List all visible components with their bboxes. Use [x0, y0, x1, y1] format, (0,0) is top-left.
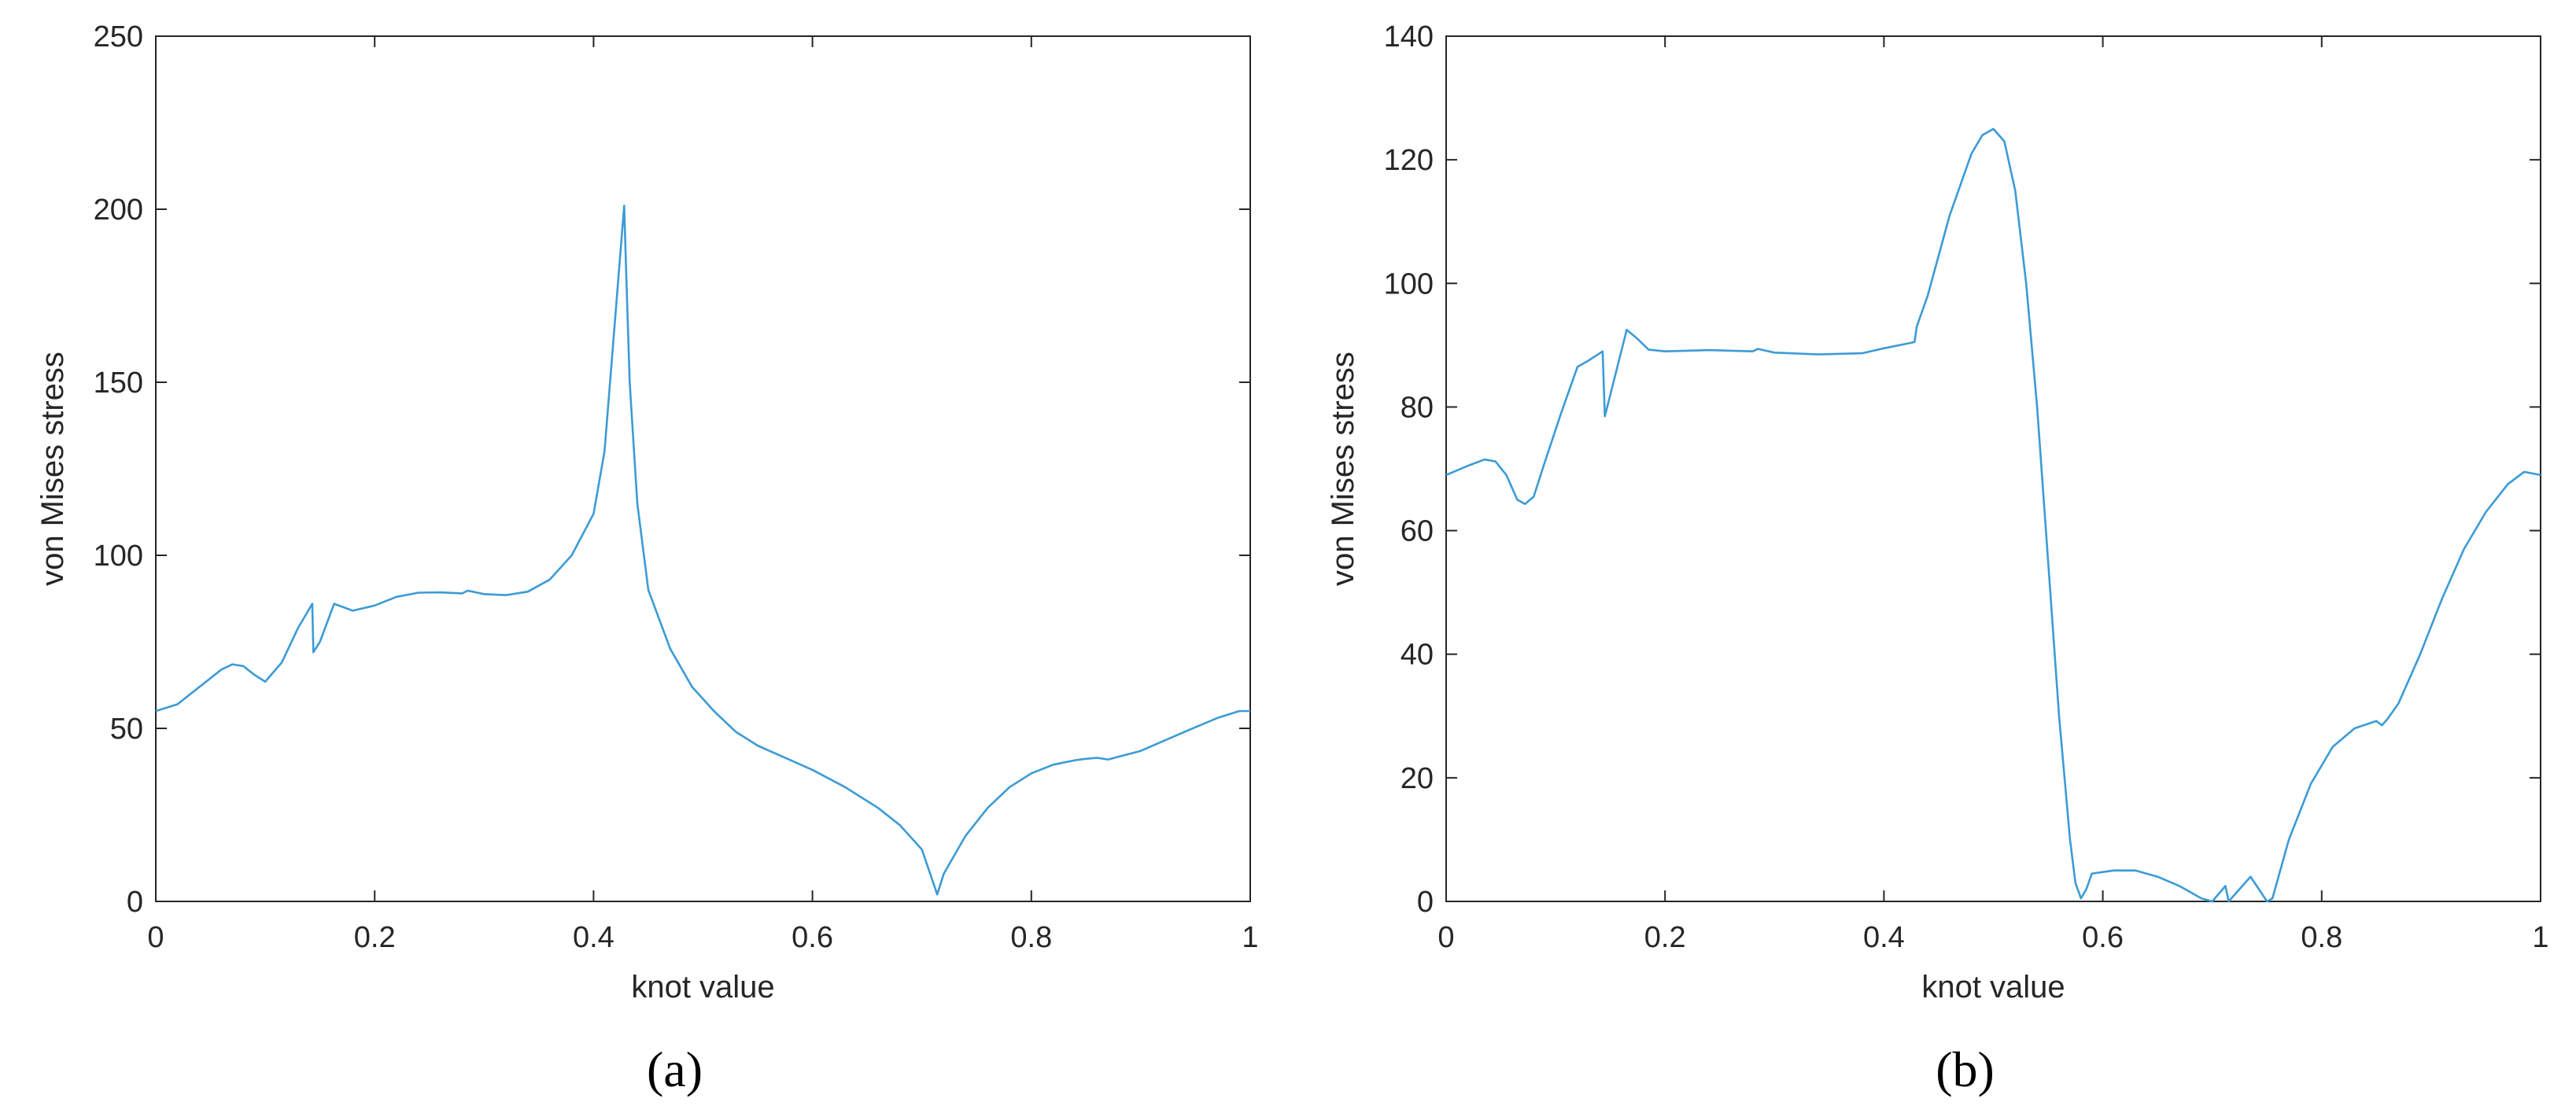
chart-b-y-tick-label: 80 — [1401, 391, 1434, 424]
chart-a-series-line — [155, 205, 1250, 896]
chart-a-y-tick-label: 0 — [127, 886, 143, 919]
chart-a-x-axis-label: knot value — [631, 970, 774, 1004]
chart-b-x-tick-label: 0.2 — [1644, 921, 1686, 954]
chart-b-panel-label: (b) — [1936, 1041, 1995, 1097]
chart-b-x-axis-label: knot value — [1921, 970, 2065, 1004]
chart-b-y-tick-label: 120 — [1384, 144, 1434, 177]
chart-a-x-axis: 0 0.2 0.4 0.6 0.8 1 — [147, 36, 1259, 954]
chart-a-panel-label: (a) — [647, 1041, 703, 1097]
chart-b-x-tick-label: 1 — [2532, 921, 2548, 954]
chart-a-x-tick-label: 0 — [147, 921, 164, 954]
chart-a-y-axis-label: von Mises stress — [35, 352, 70, 586]
chart-b-series-line — [1445, 127, 2541, 903]
chart-b-y-tick-label: 20 — [1401, 762, 1434, 795]
chart-b-y-tick-label: 40 — [1401, 639, 1434, 672]
chart-b-x-tick-label: 0.4 — [1863, 921, 1905, 954]
chart-b: 0 20 40 60 80 100 120 140 0 0.2 0.4 0.6 0.8 1 knot v… — [1326, 20, 2549, 1097]
chart-a-x-tick-label: 1 — [1242, 921, 1258, 954]
chart-b-y-tick-label: 140 — [1384, 20, 1434, 53]
chart-b-y-axis-label: von Mises stress — [1326, 352, 1360, 586]
chart-a-y-tick-label: 100 — [94, 540, 143, 573]
chart-b-y-tick-label: 100 — [1384, 267, 1434, 300]
chart-a-y-tick-label: 250 — [94, 20, 143, 53]
chart-b-plot-area — [1445, 35, 2541, 902]
chart-a-x-tick-label: 0.2 — [354, 921, 396, 954]
chart-b-x-tick-label: 0 — [1437, 921, 1454, 954]
chart-a: 0 50 100 150 200 250 0 0.2 0.4 0.6 0.8 1 knot valu… — [35, 20, 1259, 1097]
chart-b-y-axis: 0 20 40 60 80 100 120 140 — [1384, 20, 2541, 919]
chart-a-x-tick-label: 0.4 — [573, 921, 614, 954]
chart-b-x-axis: 0 0.2 0.4 0.6 0.8 1 — [1437, 36, 2549, 954]
chart-a-plot-area — [155, 35, 1251, 902]
chart-a-y-axis: 0 50 100 150 200 250 — [94, 20, 1250, 919]
chart-a-y-tick-label: 200 — [94, 193, 143, 227]
chart-b-y-tick-label: 0 — [1417, 886, 1434, 919]
chart-a-x-tick-label: 0.8 — [1010, 921, 1052, 954]
chart-a-y-tick-label: 50 — [110, 713, 143, 746]
chart-b-x-tick-label: 0.6 — [2082, 921, 2124, 954]
chart-b-x-tick-label: 0.8 — [2301, 921, 2342, 954]
chart-a-y-tick-label: 150 — [94, 367, 143, 400]
chart-a-x-tick-label: 0.6 — [792, 921, 833, 954]
chart-b-y-tick-label: 60 — [1401, 515, 1434, 548]
